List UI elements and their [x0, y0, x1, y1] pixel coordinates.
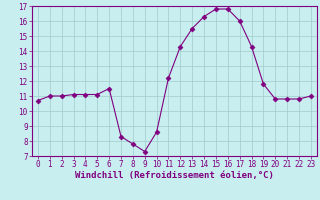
X-axis label: Windchill (Refroidissement éolien,°C): Windchill (Refroidissement éolien,°C)	[75, 171, 274, 180]
